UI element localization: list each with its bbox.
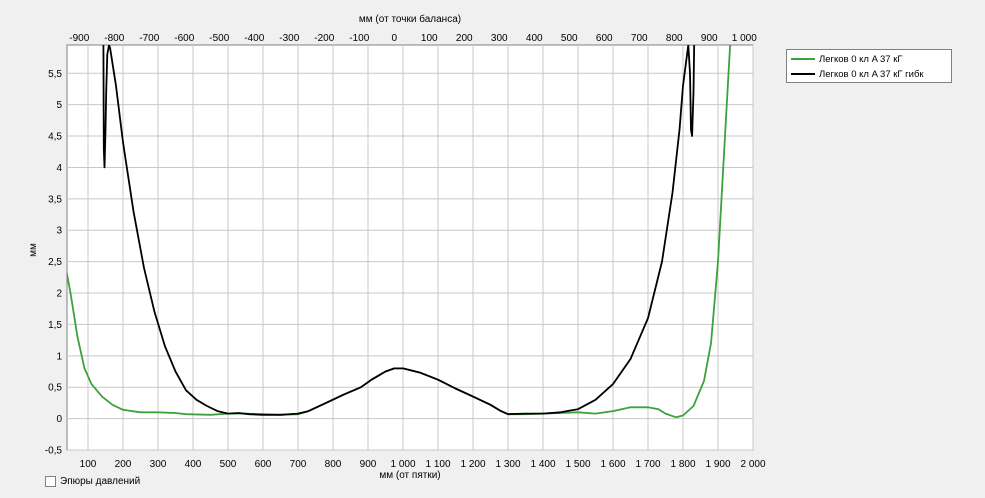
x-tick-label: 1 800: [670, 459, 695, 470]
top-tick-label: -600: [174, 33, 194, 44]
top-tick-label: 200: [456, 33, 473, 44]
x-tick-label: 500: [220, 459, 237, 470]
legend-item-black: Легков 0 кл A 37 кГ гибк: [791, 67, 924, 81]
series-layer: [67, 45, 732, 419]
x-tick-label: 100: [80, 459, 97, 470]
legend-swatch-green: [791, 58, 815, 60]
x-tick-label: 200: [115, 459, 132, 470]
top-tick-label: 600: [596, 33, 613, 44]
x-tick-label: 1 900: [705, 459, 730, 470]
y-tick-label: 0: [56, 414, 62, 425]
top-tick-label: -500: [209, 33, 229, 44]
top-tick-label: 500: [561, 33, 578, 44]
top-axis-title: мм (от точки баланса): [359, 13, 461, 25]
x-tick-label: 900: [360, 459, 377, 470]
chart-legend: Легков 0 кл A 37 кГ Легков 0 кл A 37 кГ …: [786, 49, 952, 83]
y-tick-label: -0,5: [45, 446, 63, 457]
top-tick-label: 800: [666, 33, 683, 44]
y-tick-label: 3,5: [48, 194, 62, 205]
x-tick-label: 1 500: [565, 459, 590, 470]
y-tick-label: 2,5: [48, 257, 62, 268]
top-tick-label: -200: [314, 33, 334, 44]
x-tick-label: 1 200: [460, 459, 485, 470]
y-tick-label: 3: [56, 226, 62, 237]
pressure-diagrams-toggle[interactable]: Эпюры давлений: [45, 476, 140, 487]
x-tick-label: 700: [290, 459, 307, 470]
legend-swatch-black: [791, 73, 815, 75]
x-tick-label: 1 000: [390, 459, 415, 470]
top-tick-label: -100: [349, 33, 369, 44]
y-tick-label: 1,5: [48, 320, 62, 331]
top-tick-label: 700: [631, 33, 648, 44]
top-tick-label: -700: [139, 33, 159, 44]
legend-label-green: Легков 0 кл A 37 кГ: [819, 53, 903, 65]
x-tick-label: 1 400: [530, 459, 555, 470]
x-tick-label: 1 300: [495, 459, 520, 470]
top-tick-label: 1 000: [732, 33, 757, 44]
top-tick-label: -900: [69, 33, 89, 44]
plot-area: [66, 44, 754, 451]
series-line-black: [102, 45, 696, 416]
top-tick-label: 300: [491, 33, 508, 44]
legend-label-black: Легков 0 кл A 37 кГ гибк: [819, 68, 924, 80]
y-tick-label: 2: [56, 289, 62, 300]
y-tick-label: 5,5: [48, 69, 62, 80]
x-tick-label: 1 100: [425, 459, 450, 470]
x-tick-label: 300: [150, 459, 167, 470]
tick-labels: 100 200 300 400 500 600 700 800 900 1 000 1 100 1 2…: [45, 33, 766, 470]
x-tick-label: 400: [185, 459, 202, 470]
top-tick-label: 100: [421, 33, 438, 44]
top-tick-label: -400: [244, 33, 264, 44]
top-tick-label: -300: [279, 33, 299, 44]
pressure-diagrams-label: Эпюры давлений: [60, 476, 141, 487]
x-tick-label: 1 600: [600, 459, 625, 470]
y-tick-label: 0,5: [48, 383, 62, 394]
top-tick-label: 400: [526, 33, 543, 44]
top-tick-label: 900: [701, 33, 718, 44]
y-tick-label: 1: [56, 351, 62, 362]
y-axis-title: мм: [28, 243, 39, 257]
x-tick-label: 1 700: [635, 459, 660, 470]
legend-item-green: Легков 0 кл A 37 кГ: [791, 52, 903, 66]
y-tick-label: 4,5: [48, 132, 62, 143]
top-tick-label: -800: [104, 33, 124, 44]
pressure-diagrams-checkbox[interactable]: [45, 476, 56, 487]
bottom-axis-title: мм (от пятки): [379, 470, 440, 481]
y-tick-label: 5: [56, 100, 62, 111]
y-tick-label: 4: [56, 163, 62, 174]
top-tick-label: 0: [391, 33, 397, 44]
x-tick-label: 800: [325, 459, 342, 470]
x-tick-label: 2 000: [740, 459, 765, 470]
x-tick-label: 600: [255, 459, 272, 470]
